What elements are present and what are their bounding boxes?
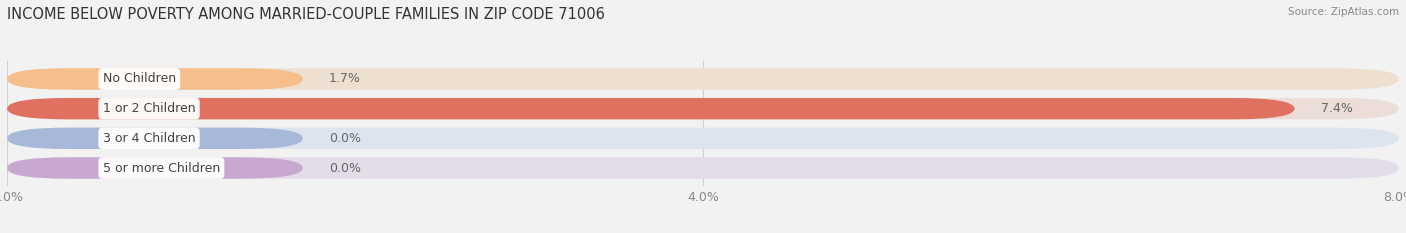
Text: 7.4%: 7.4% xyxy=(1320,102,1353,115)
Text: 1 or 2 Children: 1 or 2 Children xyxy=(103,102,195,115)
FancyBboxPatch shape xyxy=(7,98,1399,119)
Text: 0.0%: 0.0% xyxy=(329,161,361,175)
FancyBboxPatch shape xyxy=(7,157,302,179)
Text: 1.7%: 1.7% xyxy=(329,72,361,86)
Text: Source: ZipAtlas.com: Source: ZipAtlas.com xyxy=(1288,7,1399,17)
FancyBboxPatch shape xyxy=(7,98,1295,119)
Text: 3 or 4 Children: 3 or 4 Children xyxy=(103,132,195,145)
FancyBboxPatch shape xyxy=(7,157,1399,179)
Text: INCOME BELOW POVERTY AMONG MARRIED-COUPLE FAMILIES IN ZIP CODE 71006: INCOME BELOW POVERTY AMONG MARRIED-COUPL… xyxy=(7,7,605,22)
FancyBboxPatch shape xyxy=(7,68,302,90)
Text: 0.0%: 0.0% xyxy=(329,132,361,145)
Text: 5 or more Children: 5 or more Children xyxy=(103,161,219,175)
Text: No Children: No Children xyxy=(103,72,176,86)
FancyBboxPatch shape xyxy=(7,128,302,149)
FancyBboxPatch shape xyxy=(7,128,1399,149)
FancyBboxPatch shape xyxy=(7,68,1399,90)
